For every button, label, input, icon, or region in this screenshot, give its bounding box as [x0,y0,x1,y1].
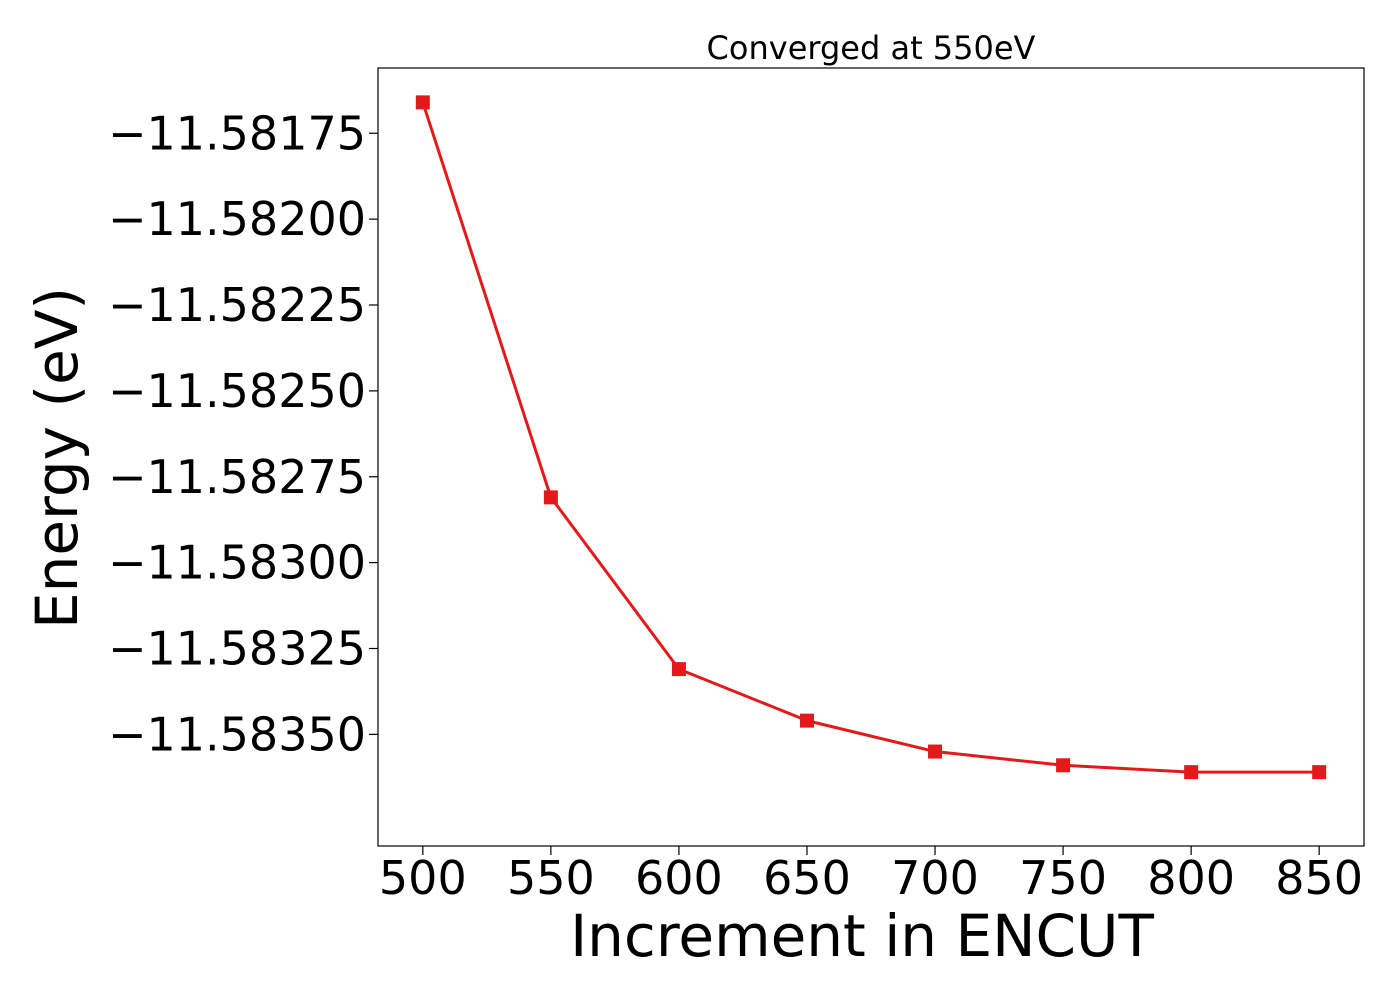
x-tick-label: 750 [1019,851,1107,905]
y-axis-label: Energy (eV) [23,287,91,629]
data-point-marker [543,490,558,505]
y-tick-label: −11.58275 [108,450,366,504]
x-axis-ticks: 500 550 600 650 700 750 800 850 [379,846,1363,905]
data-point-marker [928,744,943,759]
data-point-marker [799,713,814,728]
y-tick-label: −11.58175 [108,106,366,160]
y-tick-label: −11.58350 [108,707,366,761]
data-point-marker [671,662,686,677]
series-line [421,101,1320,774]
x-tick-label: 800 [1147,851,1235,905]
x-tick-label: 650 [763,851,851,905]
y-tick-label: −11.58325 [108,621,366,675]
data-point-marker [415,95,430,110]
plot-area [377,67,1365,847]
x-tick-label: 550 [507,851,595,905]
series-layer [415,95,1327,780]
x-tick-label: 600 [635,851,723,905]
data-point-marker [1184,765,1199,780]
y-tick-label: −11.58250 [108,364,366,418]
y-axis-ticks: −11.58175 −11.58200 −11.58225 −11.58250 −11.… [108,106,378,761]
y-tick-label: −11.58300 [108,536,366,590]
chart-title: Converged at 550eV [707,29,1036,67]
x-axis-label: Increment in ENCUT [570,902,1154,970]
data-point-marker [1312,765,1327,780]
x-tick-label: 850 [1275,851,1363,905]
y-tick-label: −11.58200 [108,192,366,246]
x-tick-label: 700 [891,851,979,905]
x-tick-label: 500 [379,851,467,905]
data-point-marker [1056,758,1071,773]
y-tick-label: −11.58225 [108,278,366,332]
